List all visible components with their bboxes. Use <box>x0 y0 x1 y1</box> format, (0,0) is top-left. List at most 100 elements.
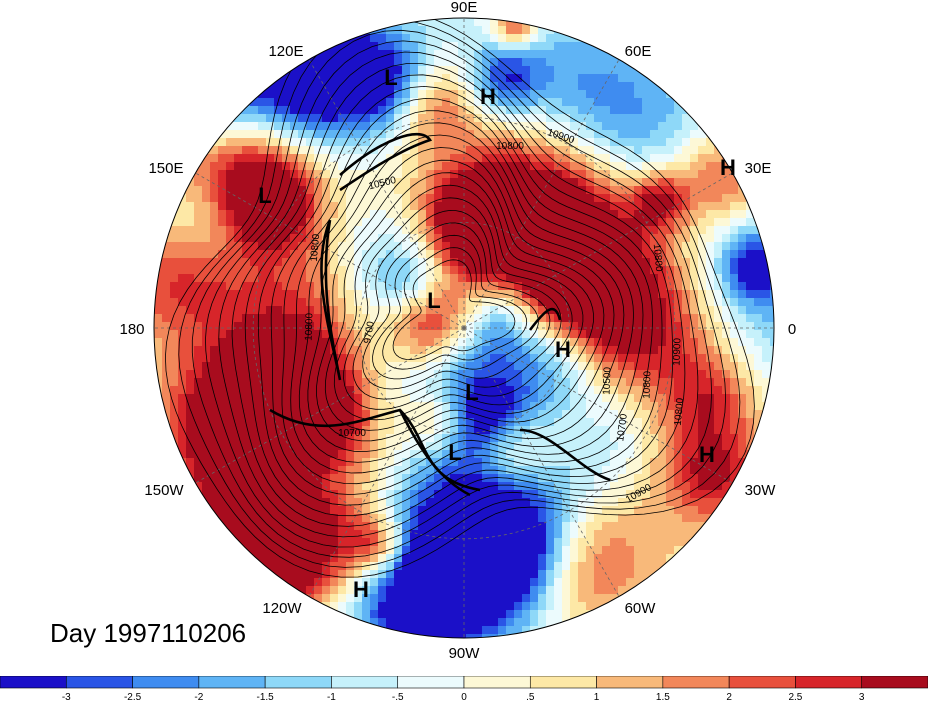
anomaly-cell <box>370 378 379 387</box>
anomaly-cell <box>506 562 515 571</box>
anomaly-cell <box>330 426 339 435</box>
anomaly-cell <box>706 418 715 427</box>
anomaly-cell <box>490 346 499 355</box>
anomaly-cell <box>570 490 579 499</box>
anomaly-cell <box>410 298 419 307</box>
anomaly-cell <box>370 498 379 507</box>
anomaly-cell <box>378 274 387 283</box>
anomaly-cell <box>618 474 627 483</box>
anomaly-cell <box>394 314 403 323</box>
anomaly-cell <box>522 26 531 35</box>
anomaly-cell <box>554 570 563 579</box>
anomaly-cell <box>362 394 371 403</box>
anomaly-cell <box>546 370 555 379</box>
anomaly-cell <box>522 330 531 339</box>
anomaly-cell <box>522 50 531 59</box>
anomaly-cell <box>482 354 491 363</box>
anomaly-cell <box>386 146 395 155</box>
anomaly-cell <box>362 490 371 499</box>
anomaly-cell <box>714 378 723 387</box>
anomaly-cell <box>314 82 323 91</box>
anomaly-cell <box>378 114 387 123</box>
anomaly-cell <box>634 162 643 171</box>
anomaly-cell <box>490 418 499 427</box>
anomaly-cell <box>234 354 243 363</box>
anomaly-cell <box>730 354 739 363</box>
anomaly-cell <box>610 210 619 219</box>
anomaly-cell <box>330 114 339 123</box>
anomaly-cell <box>602 458 611 467</box>
anomaly-cell <box>258 482 267 491</box>
anomaly-cell <box>698 202 707 211</box>
anomaly-cell <box>610 258 619 267</box>
anomaly-cell <box>690 514 699 523</box>
anomaly-cell <box>210 154 219 163</box>
anomaly-cell <box>610 594 619 603</box>
anomaly-cell <box>650 114 659 123</box>
anomaly-cell <box>314 282 323 291</box>
anomaly-cell <box>674 322 683 331</box>
anomaly-cell <box>434 514 443 523</box>
anomaly-cell <box>226 130 235 139</box>
anomaly-cell <box>186 362 195 371</box>
anomaly-cell <box>186 202 195 211</box>
anomaly-cell <box>154 370 163 379</box>
anomaly-cell <box>602 282 611 291</box>
anomaly-cell <box>762 346 771 355</box>
anomaly-cell <box>626 394 635 403</box>
anomaly-cell <box>186 354 195 363</box>
anomaly-cell <box>714 346 723 355</box>
anomaly-cell <box>602 538 611 547</box>
anomaly-cell <box>354 538 363 547</box>
anomaly-cell <box>354 442 363 451</box>
anomaly-cell <box>298 402 307 411</box>
anomaly-cell <box>338 362 347 371</box>
anomaly-cell <box>354 474 363 483</box>
anomaly-cell <box>530 74 539 83</box>
anomaly-cell <box>378 354 387 363</box>
anomaly-cell <box>258 514 267 523</box>
anomaly-cell <box>586 202 595 211</box>
anomaly-cell <box>402 178 411 187</box>
height-contour <box>270 97 653 496</box>
anomaly-cell <box>538 242 547 251</box>
anomaly-cell <box>690 490 699 499</box>
anomaly-cell <box>410 466 419 475</box>
anomaly-cell <box>618 354 627 363</box>
anomaly-cell <box>514 242 523 251</box>
anomaly-cell <box>298 562 307 571</box>
anomaly-cell <box>354 530 363 539</box>
anomaly-cell <box>738 266 747 275</box>
anomaly-cell <box>642 402 651 411</box>
anomaly-cell <box>538 346 547 355</box>
anomaly-cell <box>394 330 403 339</box>
anomaly-cell <box>410 578 419 587</box>
anomaly-cell <box>434 554 443 563</box>
anomaly-cell <box>378 18 387 27</box>
anomaly-cell <box>282 218 291 227</box>
anomaly-cell <box>282 354 291 363</box>
anomaly-cell <box>202 242 211 251</box>
anomaly-cell <box>418 586 427 595</box>
anomaly-cell <box>578 210 587 219</box>
anomaly-cell <box>458 298 467 307</box>
anomaly-cell <box>418 354 427 363</box>
anomaly-cell <box>618 562 627 571</box>
anomaly-cell <box>594 402 603 411</box>
anomaly-cell <box>498 74 507 83</box>
anomaly-cell <box>282 114 291 123</box>
anomaly-cell <box>410 490 419 499</box>
anomaly-cell <box>194 218 203 227</box>
anomaly-cell <box>506 330 515 339</box>
anomaly-cell <box>626 522 635 531</box>
anomaly-cell <box>618 218 627 227</box>
anomaly-cell <box>674 186 683 195</box>
anomaly-cell <box>530 26 539 35</box>
anomaly-cell <box>554 138 563 147</box>
anomaly-cell <box>442 42 451 51</box>
anomaly-cell <box>578 602 587 611</box>
anomaly-cell <box>746 266 755 275</box>
anomaly-cell <box>218 234 227 243</box>
anomaly-cell <box>546 234 555 243</box>
anomaly-cell <box>514 554 523 563</box>
